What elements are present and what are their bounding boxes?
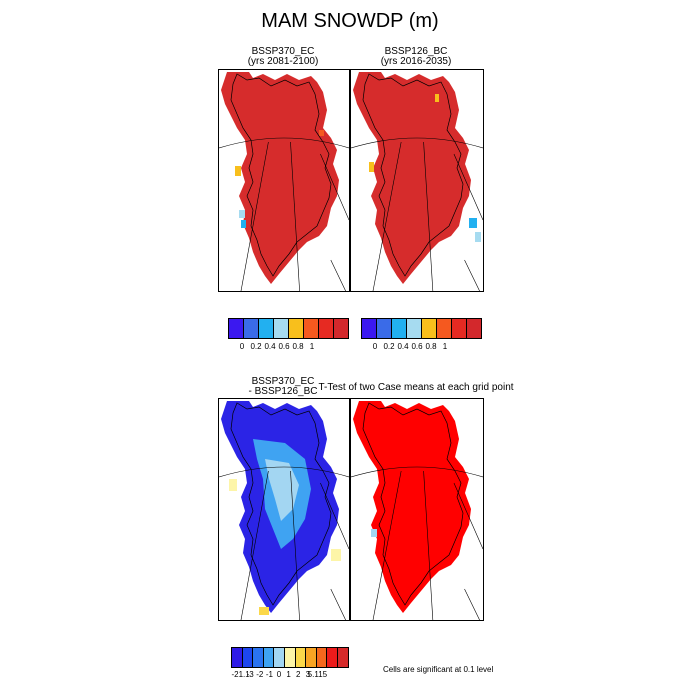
- colorbar-swatch: [289, 319, 304, 338]
- edge-cell: [369, 162, 374, 172]
- panel-4-title-line1: T-Test of two Case means at each grid po…: [318, 382, 514, 393]
- panel-1-title-line1: BSSP370_EC: [251, 46, 315, 57]
- edge-cell: [229, 479, 237, 491]
- colorbar-tick-label: 0.4: [264, 342, 276, 351]
- panel-2-title: BSSP126_BC (yrs 2016-2035): [350, 47, 482, 67]
- colorbar-swatch: [337, 648, 348, 667]
- figure-title: MAM SNOWDP (m): [261, 10, 439, 32]
- colorbar-swatch: [259, 319, 274, 338]
- colorbar-swatch: [304, 319, 319, 338]
- colorbar-swatch: [392, 319, 407, 338]
- greenland-field: [221, 72, 339, 284]
- colorbar-swatch: [327, 648, 338, 667]
- colorbar-panel-2: [361, 318, 482, 339]
- colorbar-swatch: [319, 319, 334, 338]
- colorbar-swatch: [295, 648, 307, 667]
- colorbar-swatch: [263, 648, 275, 667]
- map-4-svg: [351, 401, 483, 620]
- edge-cell: [235, 166, 241, 176]
- significance-note: Cells are significant at 0.1 level: [383, 665, 494, 674]
- map-3-svg: [219, 401, 349, 620]
- coastline: [230, 73, 332, 277]
- colorbar-tick-label: 0: [239, 342, 245, 351]
- colorbar-swatch: [422, 319, 437, 338]
- panel-1-title-line2: (yrs 2081-2100): [247, 56, 319, 67]
- colorbar-swatch: [253, 648, 264, 667]
- edge-cell: [469, 218, 477, 228]
- colorbar-tick-label: 1: [442, 342, 448, 351]
- edge-cell: [475, 232, 481, 242]
- colorbar-swatch: [407, 319, 422, 338]
- colorbar-swatch: [244, 319, 259, 338]
- colorbar-swatch: [437, 319, 452, 338]
- panel-2-title-line2: (yrs 2016-2035): [380, 56, 452, 67]
- colorbar-swatch: [452, 319, 467, 338]
- colorbar-swatch: [242, 648, 254, 667]
- colorbar-panel-1-labels: 0 0.2 0.4 0.6 0.8 1: [228, 342, 342, 352]
- colorbar-panel-2-labels: 0 0.2 0.4 0.6 0.8 1: [361, 342, 473, 352]
- colorbar-tick-label: -3: [246, 670, 254, 679]
- colorbar-tick-label: 2: [295, 670, 301, 679]
- graticule: [219, 466, 349, 620]
- panel-1-title: BSSP370_EC (yrs 2081-2100): [218, 47, 348, 67]
- colorbar-tick-label: 0: [276, 670, 282, 679]
- colorbar-swatch: [377, 319, 392, 338]
- colorbar-tick-label: 0: [372, 342, 378, 351]
- graticule: [351, 137, 483, 291]
- colorbar-tick-label: 0.6: [278, 342, 290, 351]
- colorbar-tick-label: -2: [256, 670, 264, 679]
- colorbar-swatch: [316, 648, 328, 667]
- colorbar-swatch: [274, 319, 289, 338]
- colorbar-swatch: [274, 648, 285, 667]
- edge-cell: [319, 130, 324, 136]
- edge-cell: [239, 210, 245, 218]
- colorbar-swatch: [467, 319, 481, 338]
- edge-cell: [241, 220, 246, 228]
- map-panel-1: [218, 69, 350, 292]
- greenland-field: [353, 72, 471, 284]
- panel-2-title-line1: BSSP126_BC: [384, 46, 448, 57]
- panel-4-title: T-Test of two Case means at each grid po…: [316, 383, 516, 393]
- map-panel-2: [350, 69, 484, 292]
- panel-3-title-line2: - BSSP126_BC: [248, 386, 318, 397]
- greenland-field: [353, 401, 471, 613]
- map-panel-4: [350, 398, 484, 621]
- colorbar-swatch: [334, 319, 348, 338]
- coastline: [230, 402, 332, 606]
- colorbar-swatch: [306, 648, 317, 667]
- colorbar-panel-1: [228, 318, 349, 339]
- panel-3-title: BSSP370_EC - BSSP126_BC: [218, 377, 348, 397]
- colorbar-swatch: [284, 648, 296, 667]
- colorbar-tick-label: 0.8: [292, 342, 304, 351]
- colorbar-tick-label: 0.4: [397, 342, 409, 351]
- coastline: [362, 402, 464, 606]
- colorbar-swatch: [232, 648, 243, 667]
- map-panel-3: [218, 398, 350, 621]
- colorbar-tick-label: 0.8: [425, 342, 437, 351]
- colorbar-tick-label: 5.115: [307, 670, 328, 679]
- panel-3-title-line1: BSSP370_EC: [251, 376, 315, 387]
- colorbar-difference: [231, 647, 349, 668]
- colorbar-tick-label: 1: [309, 342, 315, 351]
- edge-cell: [371, 529, 377, 537]
- colorbar-tick-label: 0.2: [383, 342, 395, 351]
- edge-cell: [435, 94, 439, 102]
- graticule: [351, 466, 483, 620]
- graticule: [219, 137, 349, 291]
- edge-cell: [331, 549, 341, 561]
- colorbar-tick-label: -1: [265, 670, 273, 679]
- colorbar-tick-label: 3: [305, 670, 311, 679]
- colorbar-tick-label: 1: [286, 670, 291, 679]
- colorbar-swatch: [362, 319, 377, 338]
- edge-cell: [259, 607, 269, 615]
- coastline: [362, 73, 464, 277]
- map-1-svg: [219, 72, 349, 291]
- colorbar-swatch: [229, 319, 244, 338]
- colorbar-difference-labels: -21.1 -3 -2 -1 0 1 2 3 5.115: [231, 670, 339, 680]
- map-2-svg: [351, 72, 483, 291]
- colorbar-tick-label: 0.2: [250, 342, 262, 351]
- colorbar-tick-label: -21.1: [231, 670, 250, 679]
- colorbar-tick-label: 0.6: [411, 342, 423, 351]
